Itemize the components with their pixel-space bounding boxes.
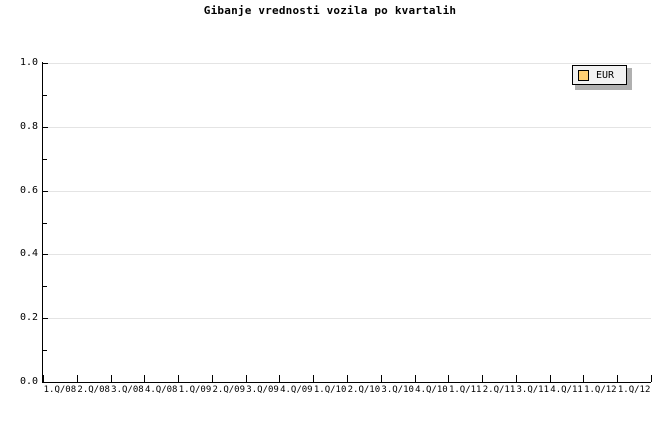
- x-axis-line: [42, 382, 651, 383]
- x-axis-tick: [516, 375, 517, 382]
- y-axis-label: 0.8: [19, 120, 38, 132]
- x-axis-label: 1.Q/12: [617, 385, 651, 395]
- x-axis-tick: [144, 375, 145, 382]
- x-axis-tick: [212, 375, 213, 382]
- y-axis-tick: [43, 254, 48, 256]
- x-axis-tick: [617, 375, 618, 382]
- y-axis-tick: [43, 382, 48, 383]
- x-axis-label: 2.Q/11: [482, 385, 516, 395]
- chart-legend[interactable]: EUR: [572, 65, 627, 85]
- x-axis-label: 1.Q/10: [313, 385, 347, 395]
- x-axis-tick: [246, 375, 247, 382]
- y-axis-minor-tick: [43, 350, 47, 352]
- y-axis-minor-tick: [43, 158, 47, 160]
- x-axis-label: 4.Q/11: [550, 385, 583, 395]
- x-axis-label: 4.Q/10: [415, 385, 448, 395]
- y-axis-tick: [43, 126, 48, 128]
- legend-swatch-eur: [578, 69, 589, 81]
- x-axis-tick: [279, 375, 280, 382]
- y-axis-label: 0.4: [19, 248, 38, 260]
- legend-label-eur: EUR: [596, 69, 615, 81]
- x-axis-tick: [313, 375, 314, 382]
- y-axis-tick: [43, 190, 48, 192]
- x-axis-label: 1.Q/11: [448, 385, 482, 395]
- x-axis-tick: [415, 375, 416, 382]
- gridline: [43, 190, 651, 192]
- x-axis-tick: [448, 375, 449, 382]
- y-axis-label: 0.6: [19, 184, 38, 196]
- y-axis-minor-tick: [43, 222, 47, 224]
- y-axis-tick: [43, 318, 48, 320]
- y-axis-minor-tick: [43, 286, 47, 288]
- gridline: [43, 318, 651, 320]
- gridline: [43, 126, 651, 128]
- x-axis-tick: [43, 375, 44, 382]
- x-axis-tick: [111, 375, 112, 382]
- plot-area: [43, 63, 651, 383]
- y-axis-label: 1.0: [19, 57, 38, 68]
- x-axis-tick: [347, 375, 348, 382]
- x-axis-tick: [583, 375, 584, 382]
- x-axis-tick: [77, 375, 78, 382]
- x-axis-label: 1.Q/12: [584, 385, 617, 395]
- gridline: [43, 63, 651, 64]
- chart-title: Gibanje vrednosti vozila po kvartalih: [203, 4, 457, 17]
- x-axis-label: 3.Q/10: [381, 385, 414, 395]
- x-axis-tick: [482, 375, 483, 382]
- y-axis-line: [42, 62, 43, 383]
- y-axis-tick: [43, 63, 48, 64]
- x-axis-label: 1.Q/08: [43, 385, 77, 395]
- x-axis-tick: [651, 375, 652, 382]
- x-axis-label: 2.Q/08: [77, 385, 110, 395]
- y-axis-label: 0.0: [19, 376, 38, 387]
- x-axis-tick: [178, 375, 179, 382]
- x-axis-label: 2.Q/10: [347, 385, 381, 395]
- x-axis-tick: [381, 375, 382, 382]
- x-axis-label: 4.Q/09: [280, 385, 313, 395]
- y-axis-label: 0.2: [19, 312, 38, 324]
- x-axis-label: 3.Q/08: [111, 385, 144, 395]
- gridline: [43, 254, 651, 256]
- x-axis-label: 3.Q/11: [516, 385, 550, 395]
- x-axis-label: 2.Q/09: [212, 385, 246, 395]
- y-axis-minor-tick: [43, 94, 47, 96]
- x-axis-label: 4.Q/08: [144, 385, 178, 395]
- x-axis-label: 3.Q/09: [246, 385, 279, 395]
- x-axis-tick: [550, 375, 551, 382]
- x-axis-label: 1.Q/09: [178, 385, 212, 395]
